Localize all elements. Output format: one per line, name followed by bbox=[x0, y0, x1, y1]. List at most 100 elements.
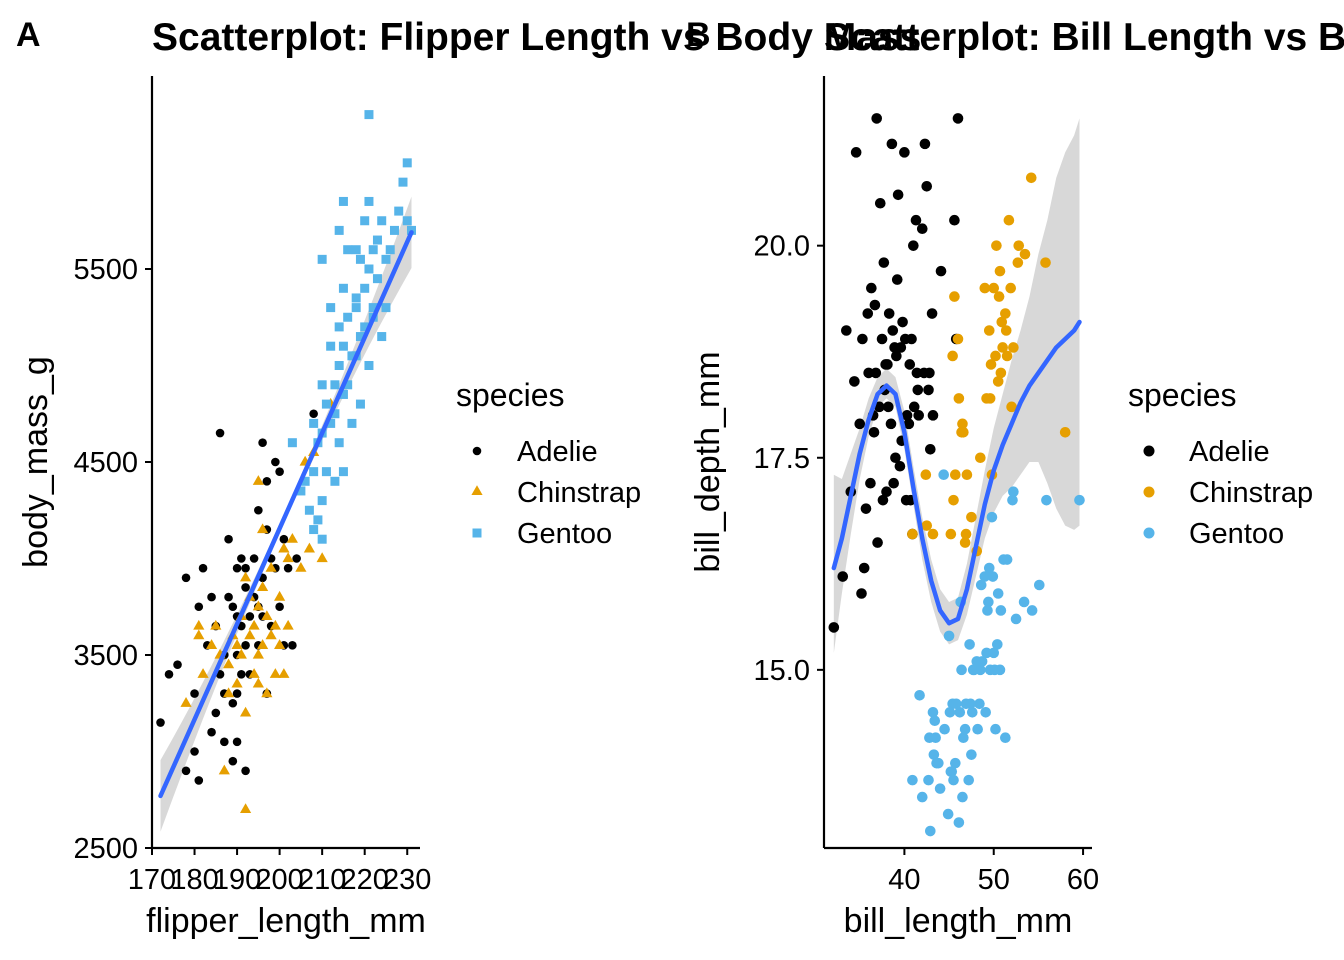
point-gentoo bbox=[360, 283, 370, 293]
point-chinstrap bbox=[244, 629, 256, 640]
point-adelie bbox=[886, 138, 898, 150]
point-gentoo bbox=[942, 808, 954, 820]
point-gentoo bbox=[334, 361, 344, 370]
point-adelie bbox=[232, 737, 242, 747]
point-chinstrap bbox=[261, 687, 273, 698]
point-gentoo bbox=[923, 774, 934, 786]
point-gentoo bbox=[1033, 579, 1045, 591]
point-gentoo bbox=[954, 706, 966, 718]
point-adelie bbox=[878, 257, 890, 268]
point-gentoo bbox=[338, 283, 348, 293]
point-adelie bbox=[262, 477, 272, 486]
panel-b-x-label: bill_length_mm bbox=[844, 902, 1073, 940]
point-adelie bbox=[891, 350, 902, 362]
point-chinstrap bbox=[278, 542, 290, 553]
point-gentoo bbox=[929, 715, 941, 727]
point-adelie bbox=[891, 274, 903, 285]
point-gentoo bbox=[979, 571, 991, 582]
legend-key-chinstrap bbox=[471, 485, 483, 495]
point-gentoo bbox=[368, 303, 378, 313]
point-chinstrap bbox=[239, 706, 252, 717]
point-adelie bbox=[215, 428, 225, 438]
point-gentoo bbox=[953, 817, 965, 828]
point-adelie bbox=[881, 486, 892, 497]
point-gentoo bbox=[381, 303, 391, 313]
point-gentoo bbox=[351, 293, 361, 303]
point-chinstrap bbox=[210, 619, 222, 630]
point-adelie bbox=[899, 147, 910, 158]
point-adelie bbox=[828, 622, 840, 633]
x-tick-label: 60 bbox=[1067, 864, 1099, 896]
legend-key-gentoo bbox=[472, 528, 482, 538]
point-gentoo bbox=[338, 341, 348, 351]
point-adelie bbox=[232, 563, 242, 573]
point-adelie bbox=[220, 737, 229, 747]
point-chinstrap bbox=[282, 619, 294, 630]
point-chinstrap bbox=[947, 350, 958, 362]
point-chinstrap bbox=[222, 658, 235, 669]
point-chinstrap bbox=[921, 520, 933, 531]
point-chinstrap bbox=[1025, 172, 1037, 184]
x-tick-label: 50 bbox=[978, 864, 1010, 896]
point-chinstrap bbox=[303, 542, 315, 553]
point-adelie bbox=[241, 766, 250, 776]
point-chinstrap bbox=[1040, 257, 1051, 268]
point-adelie bbox=[241, 583, 250, 592]
point-gentoo bbox=[987, 571, 999, 582]
point-adelie bbox=[190, 747, 199, 756]
point-gentoo bbox=[364, 264, 374, 274]
point-gentoo bbox=[930, 732, 941, 744]
point-adelie bbox=[190, 689, 199, 698]
legend-label-adelie: Adelie bbox=[1189, 436, 1270, 468]
point-gentoo bbox=[364, 361, 374, 370]
point-gentoo bbox=[364, 110, 374, 120]
x-tick-label: 180 bbox=[170, 864, 218, 896]
point-gentoo bbox=[959, 723, 971, 735]
point-chinstrap bbox=[948, 494, 959, 506]
point-adelie bbox=[908, 401, 920, 413]
point-adelie bbox=[254, 505, 263, 515]
point-chinstrap bbox=[274, 639, 286, 649]
y-tick-label: 4500 bbox=[73, 447, 138, 479]
legend-label-chinstrap: Chinstrap bbox=[1189, 477, 1313, 509]
point-adelie bbox=[237, 670, 246, 679]
point-gentoo bbox=[980, 706, 991, 718]
point-adelie bbox=[849, 376, 860, 387]
point-gentoo bbox=[317, 496, 327, 506]
point-adelie bbox=[897, 316, 908, 328]
point-gentoo bbox=[372, 235, 382, 245]
point-chinstrap bbox=[248, 619, 260, 630]
point-gentoo bbox=[377, 216, 387, 226]
point-gentoo bbox=[1008, 486, 1019, 497]
point-gentoo bbox=[914, 689, 925, 701]
panel-a: A Scatterplot: Flipper Length vs Body Ma… bbox=[16, 16, 921, 940]
point-gentoo bbox=[296, 486, 306, 496]
point-gentoo bbox=[925, 825, 936, 837]
x-tick-label: 220 bbox=[341, 864, 389, 896]
point-gentoo bbox=[946, 766, 958, 777]
point-chinstrap bbox=[952, 333, 964, 345]
point-adelie bbox=[228, 756, 238, 766]
point-gentoo bbox=[964, 639, 975, 650]
point-adelie bbox=[862, 308, 874, 319]
point-gentoo bbox=[402, 216, 412, 226]
point-adelie bbox=[921, 180, 933, 192]
point-gentoo bbox=[326, 341, 336, 351]
x-tick-label: 210 bbox=[298, 864, 346, 896]
legend-label-adelie: Adelie bbox=[517, 436, 598, 468]
point-adelie bbox=[198, 563, 208, 573]
point-adelie bbox=[870, 367, 882, 379]
panel-a-legend: species Adelie Chinstrap Gentoo bbox=[456, 377, 641, 550]
point-gentoo bbox=[338, 467, 348, 477]
point-adelie bbox=[164, 670, 174, 679]
point-adelie bbox=[887, 325, 899, 336]
point-adelie bbox=[926, 308, 938, 319]
point-chinstrap bbox=[252, 677, 264, 688]
point-chinstrap bbox=[257, 581, 269, 592]
point-adelie bbox=[224, 534, 233, 544]
point-chinstrap bbox=[949, 291, 960, 302]
point-chinstrap bbox=[265, 629, 277, 640]
point-adelie bbox=[245, 612, 255, 621]
point-adelie bbox=[228, 698, 238, 708]
point-gentoo bbox=[398, 177, 408, 187]
